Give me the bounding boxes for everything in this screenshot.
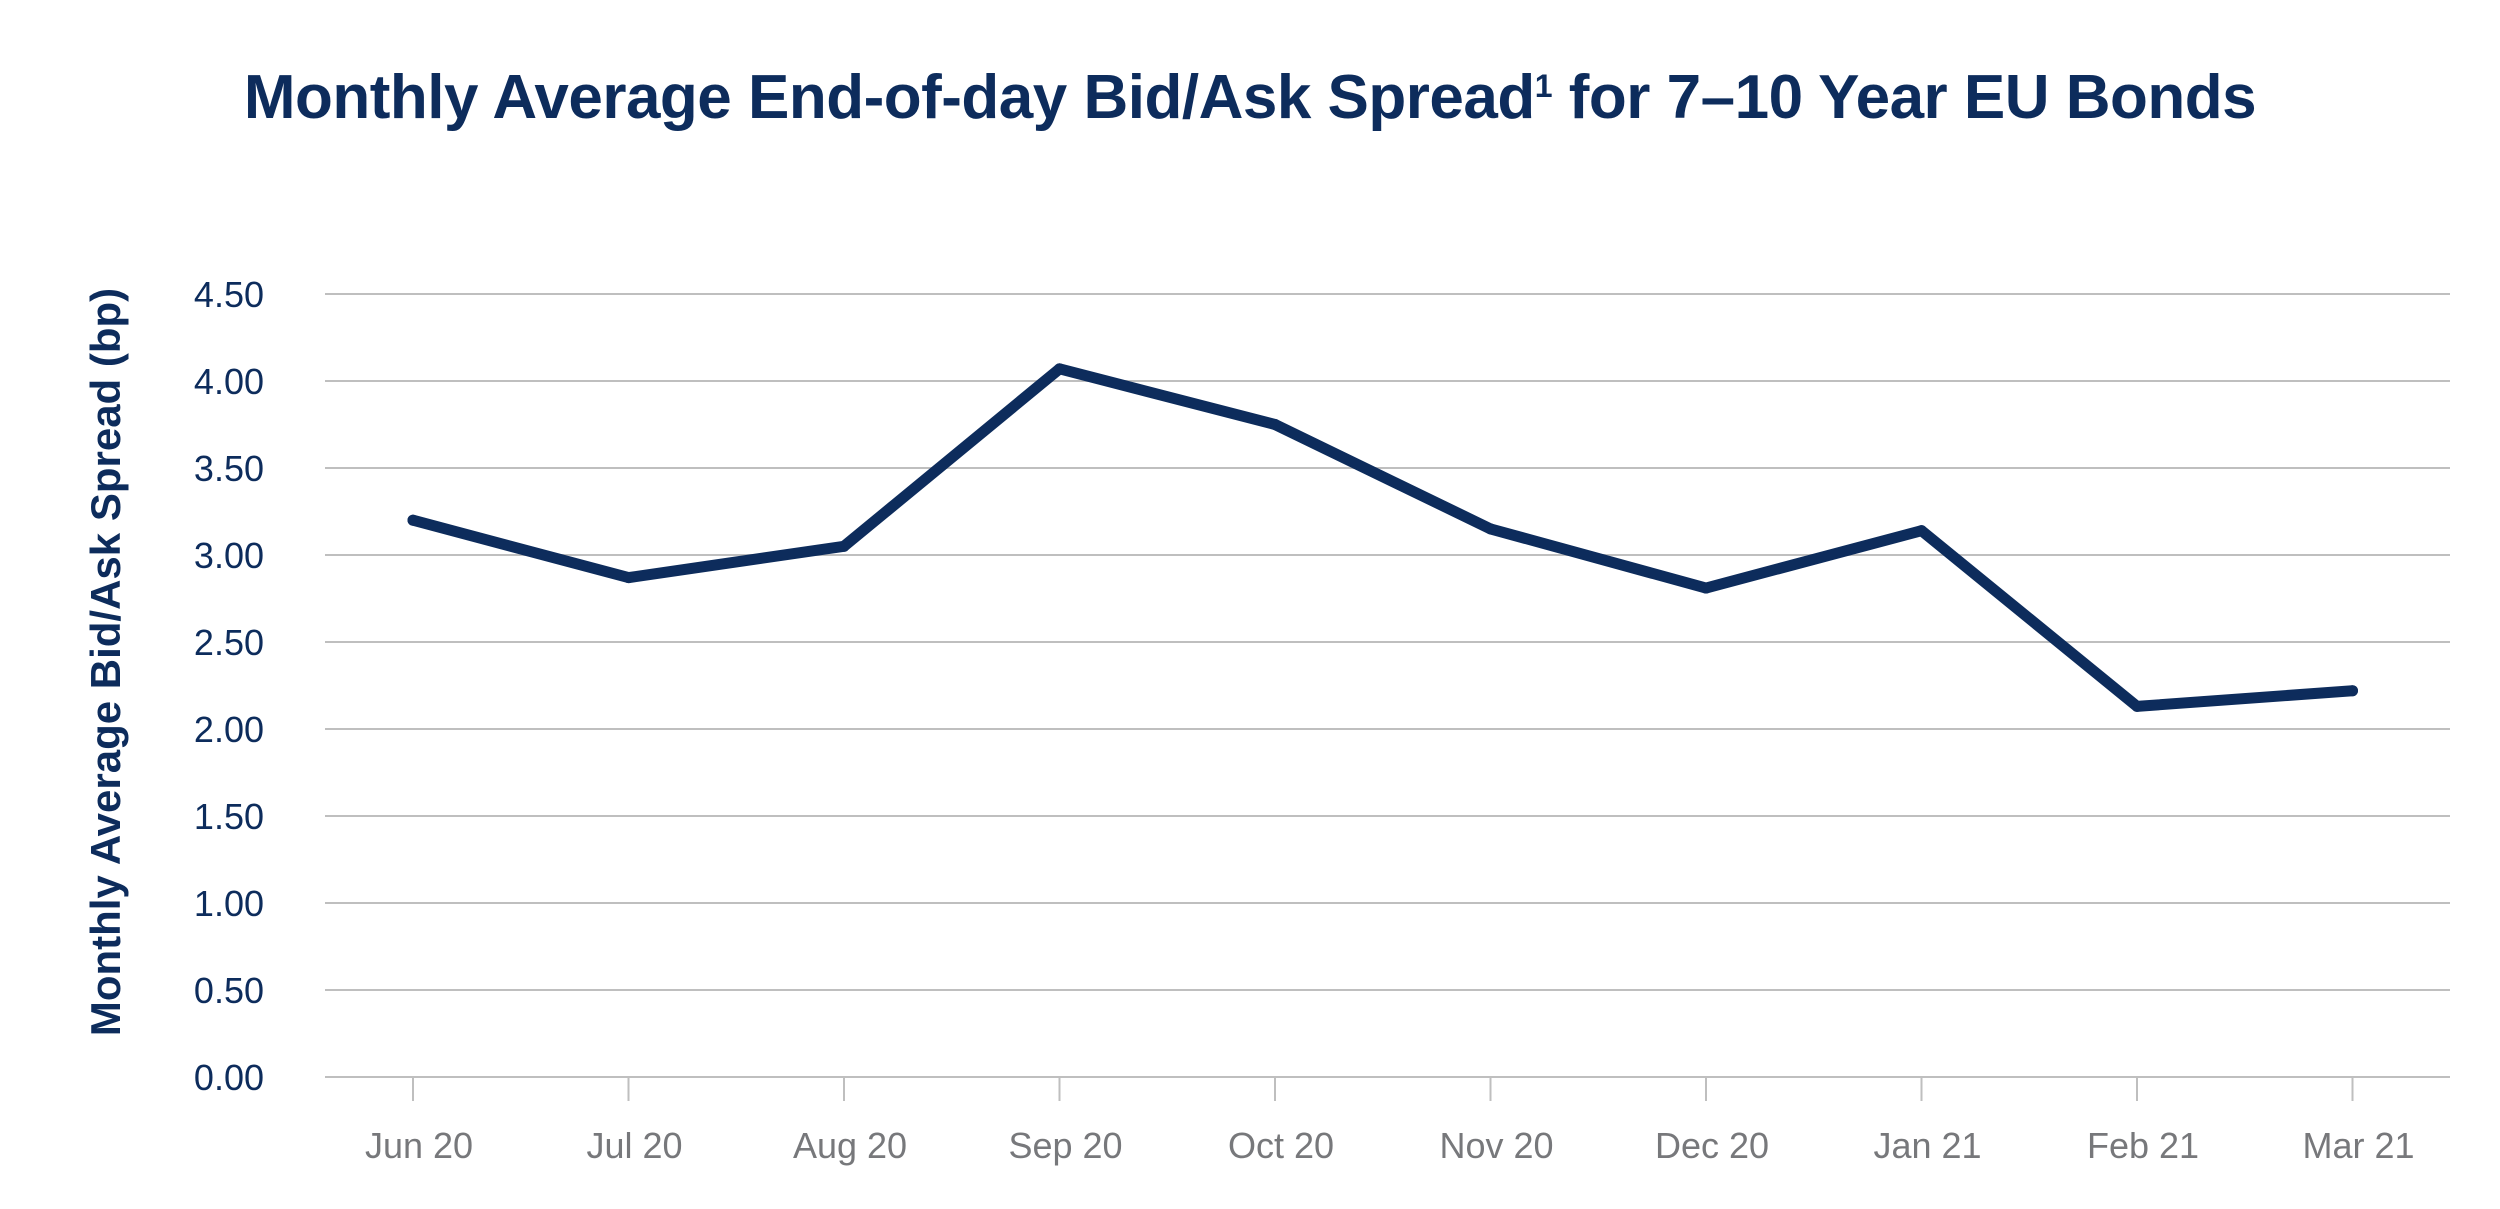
data-point: [2347, 685, 2358, 697]
data-point: [1916, 525, 1927, 537]
x-tick-label: Oct 20: [1228, 1125, 1334, 1166]
data-point: [1485, 523, 1496, 535]
x-tick-label: Jun 20: [365, 1125, 473, 1166]
y-tick-label: 0.00: [194, 1057, 264, 1098]
y-tick-label: 4.00: [194, 361, 264, 402]
x-tick-label: Nov 20: [1439, 1125, 1553, 1166]
y-tick-label: 0.50: [194, 970, 264, 1011]
chart-title-main: Monthly Average End-of-day Bid/Ask Sprea…: [243, 63, 1535, 132]
data-point: [1269, 419, 1281, 430]
data-point: [407, 514, 419, 526]
x-tick-label: Sep 20: [1008, 1125, 1122, 1166]
y-tick-label: 3.00: [194, 535, 264, 576]
x-tick-label: Mar 21: [2302, 1125, 2414, 1166]
data-point: [1054, 363, 1065, 375]
x-tick-label: Feb 21: [2087, 1125, 2199, 1166]
x-tick-label: Jan 21: [1873, 1125, 1981, 1166]
data-point: [838, 540, 850, 552]
x-axis: [325, 1076, 2450, 1101]
x-tick-label: Jul 20: [586, 1125, 682, 1166]
y-tick-label: 2.00: [194, 709, 264, 750]
x-tick-label: Dec 20: [1655, 1125, 1769, 1166]
y-tick-label: 1.00: [194, 883, 264, 924]
y-tick-label: 2.50: [194, 622, 264, 663]
chart-title: Monthly Average End-of-day Bid/Ask Sprea…: [0, 62, 2500, 133]
series: [407, 363, 2358, 712]
y-tick-label: 4.50: [194, 274, 264, 315]
data-point: [1700, 582, 1712, 594]
y-axis-ticks: 0.00 0.50 1.00 1.50 2.00 2.50 3.00 3.50 4.00 4.50: [194, 274, 264, 1098]
data-point: [2131, 700, 2143, 712]
x-axis-ticks: Jun 20 Jul 20 Aug 20 Sep 20 Oct 20 Nov 20 Dec …: [365, 1125, 2415, 1166]
chart-title-suffix: for 7–10 Year EU Bonds: [1552, 63, 2257, 132]
y-axis-label: Monthly Average Bid/Ask Spread (bp): [82, 288, 129, 1036]
x-tick-label: Aug 20: [793, 1125, 907, 1166]
data-point: [623, 572, 634, 584]
chart-title-footnote-marker: 1: [1534, 68, 1553, 104]
y-tick-label: 1.50: [194, 796, 264, 837]
y-tick-label: 3.50: [194, 448, 264, 489]
series-line: [407, 363, 2358, 712]
gridlines: [325, 293, 2450, 991]
